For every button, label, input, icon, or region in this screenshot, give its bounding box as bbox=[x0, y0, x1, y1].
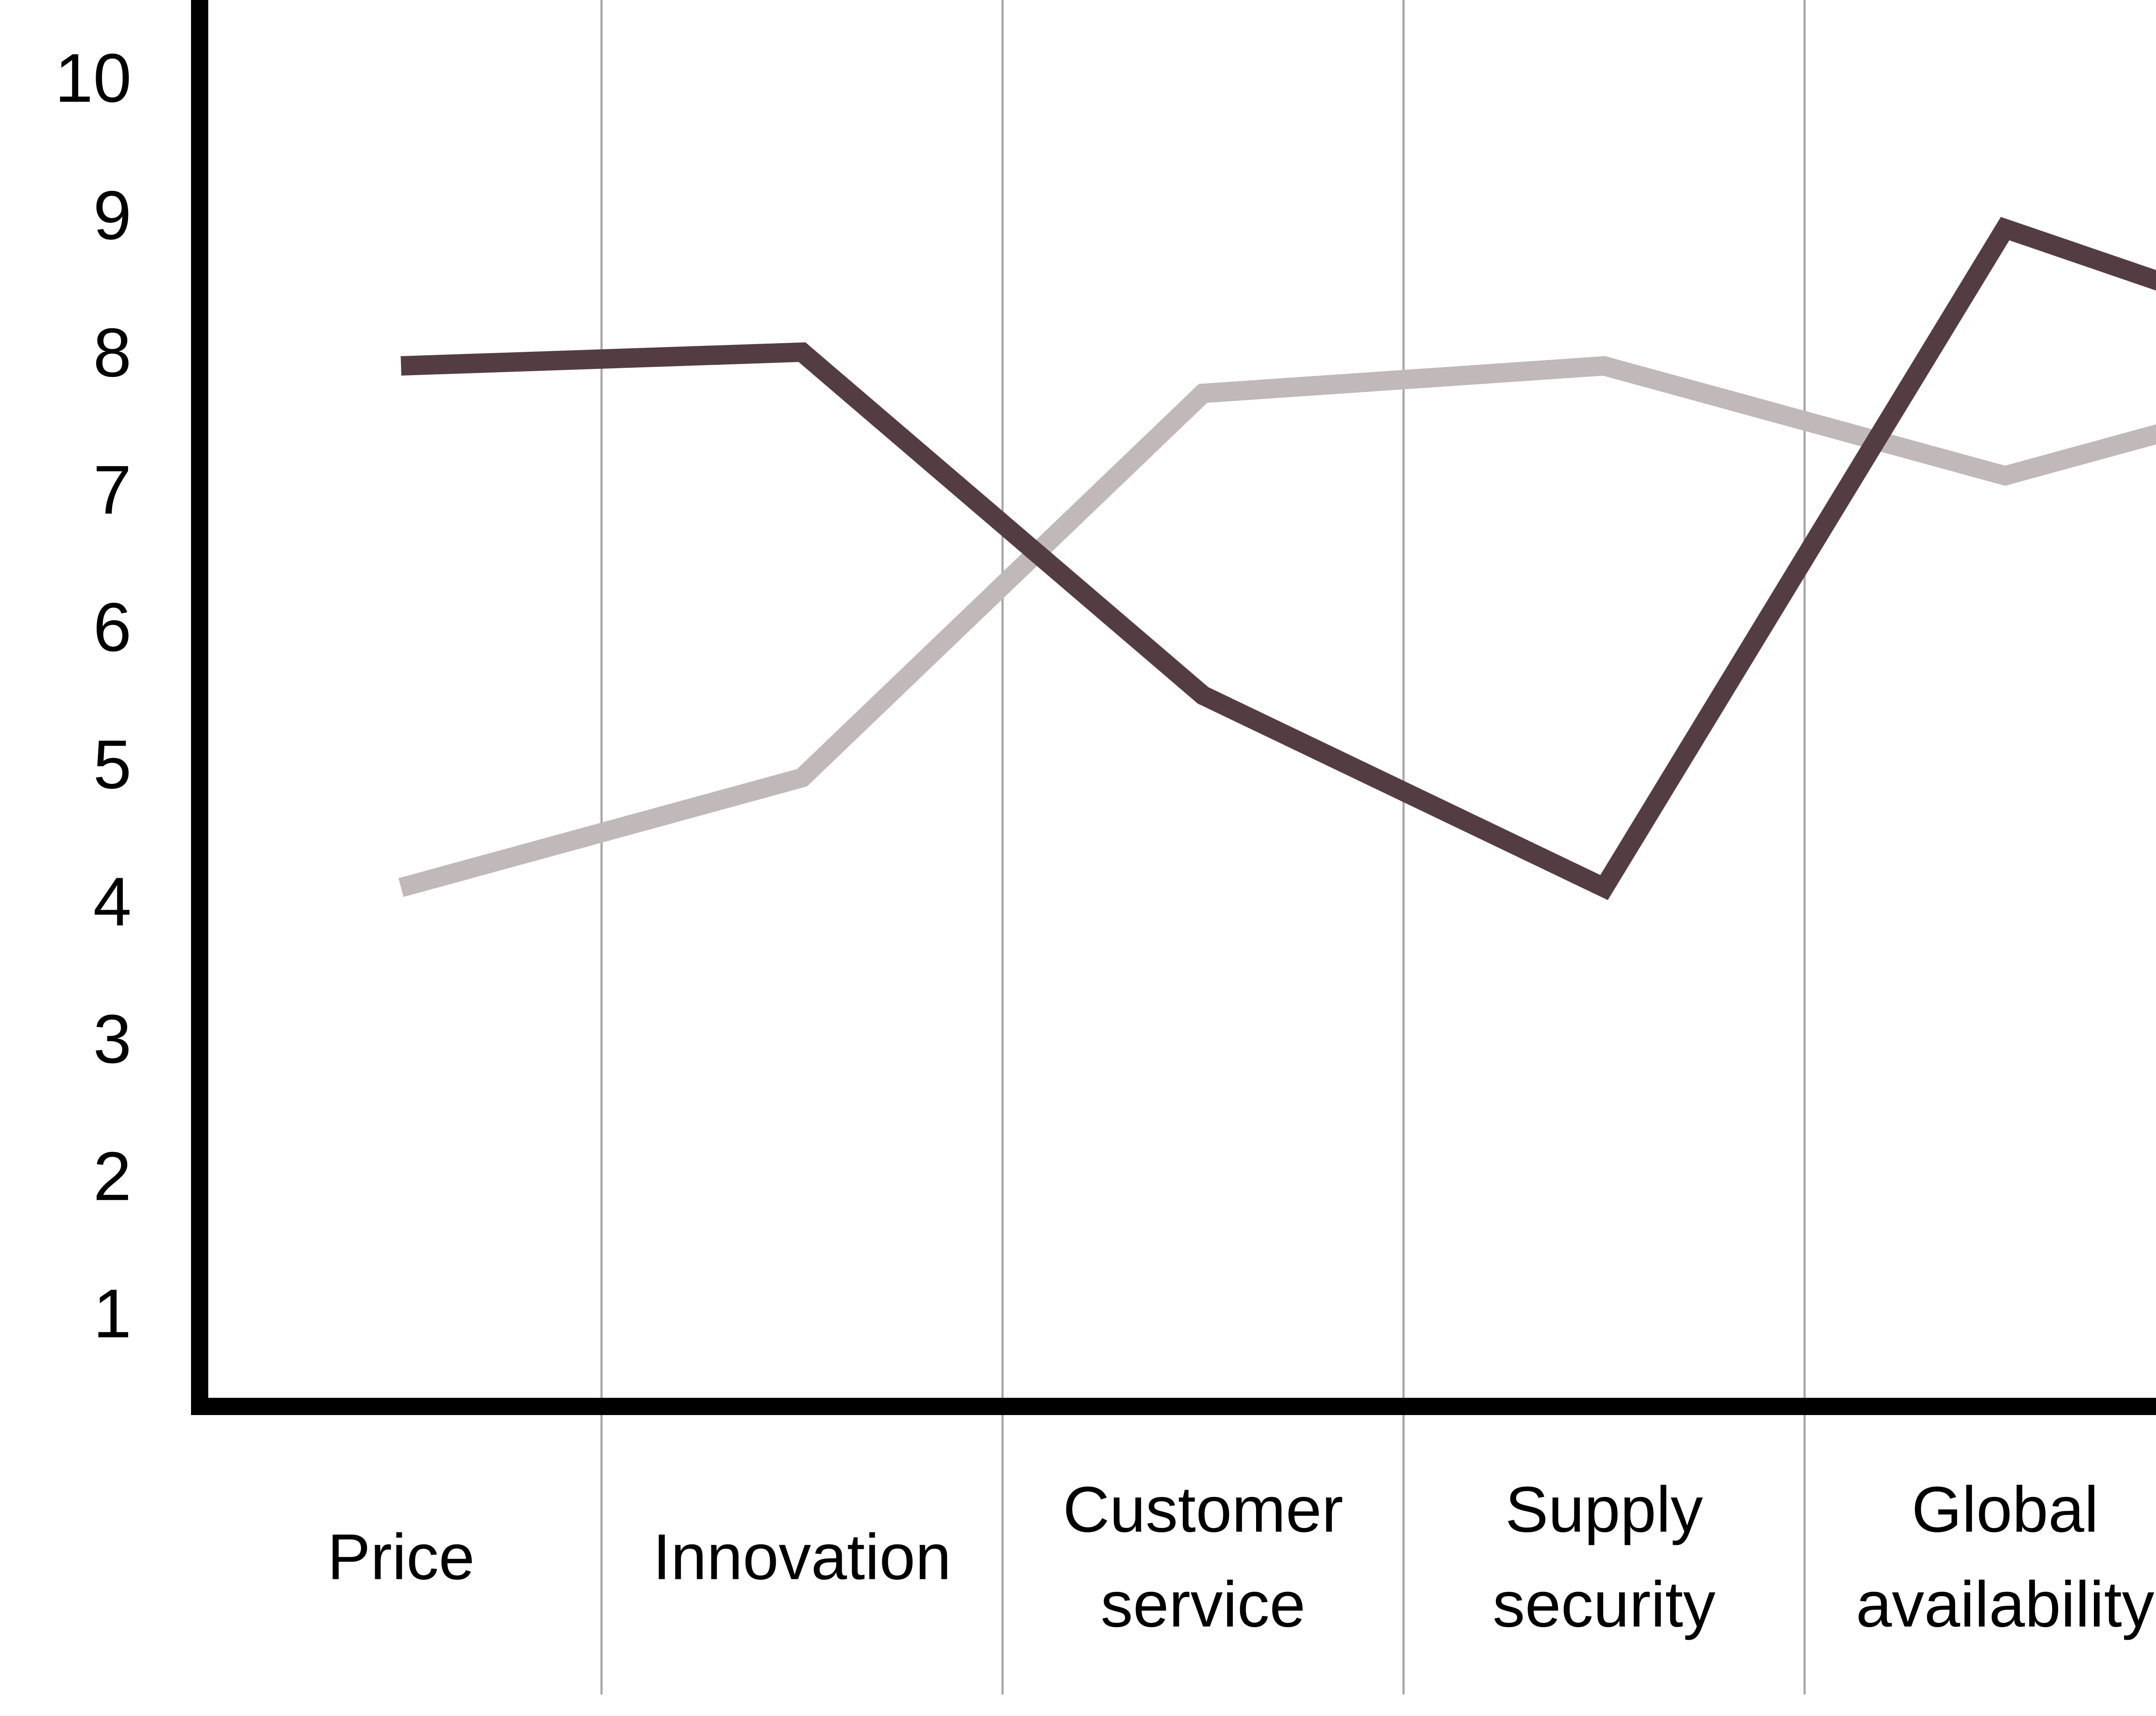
x-category-label-price: Price bbox=[327, 1521, 475, 1593]
y-tick-label-7: 7 bbox=[93, 451, 132, 528]
x-category-label-global: Global availability bbox=[1856, 1473, 2154, 1641]
x-category-label-supply: Supply security bbox=[1493, 1473, 1716, 1641]
y-tick-label-3: 3 bbox=[93, 1000, 132, 1077]
y-tick-label-5: 5 bbox=[93, 726, 132, 803]
y-tick-label-4: 4 bbox=[93, 863, 132, 940]
y-tick-label-9: 9 bbox=[93, 176, 132, 254]
y-tick-label-1: 1 bbox=[93, 1275, 132, 1352]
y-tick-label-8: 8 bbox=[93, 314, 132, 391]
x-category-label-customer: Customer service bbox=[1063, 1473, 1343, 1641]
y-tick-label-6: 6 bbox=[93, 589, 132, 666]
company-series-line bbox=[401, 217, 2156, 900]
y-tick-label-2: 2 bbox=[93, 1137, 132, 1215]
x-category-label-innovation: Innovation bbox=[653, 1521, 951, 1593]
y-tick-label-10: 10 bbox=[55, 39, 132, 116]
industry-series-line bbox=[398, 356, 2156, 897]
